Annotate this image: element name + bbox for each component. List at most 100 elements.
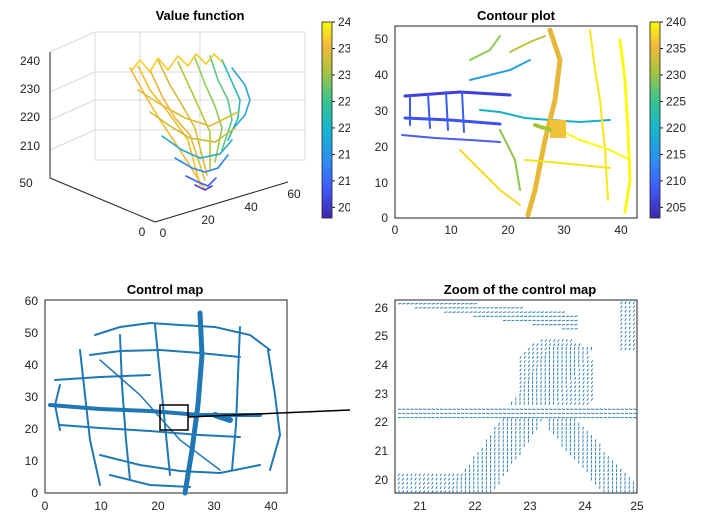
quiver-arrow [620, 347, 623, 351]
quiver-arrow [540, 319, 545, 322]
quiver-arrow [406, 477, 409, 481]
y-tick: 20 [375, 140, 389, 154]
quiver-arrow [519, 372, 522, 376]
y-tick: 30 [25, 390, 39, 404]
quiver-arrow [582, 368, 585, 372]
quiver-arrow [456, 302, 461, 305]
y-axis-ticks: 20 21 22 23 24 25 26 [375, 301, 389, 487]
quiver-arrow [439, 477, 442, 481]
quiver-arrow [574, 315, 578, 318]
colorbar-tick-label: 225 [666, 94, 686, 108]
y-tick: 21 [375, 444, 389, 458]
quiver-arrow [548, 343, 552, 347]
chart-title: Value function [156, 8, 245, 23]
quiver-arrow [519, 385, 522, 389]
quiver-arrow [574, 397, 577, 401]
quiver-arrow [632, 318, 636, 322]
quiver-arrow [502, 315, 507, 318]
quiver-arrow [586, 355, 589, 359]
quiver-arrow [620, 343, 623, 347]
quiver-arrow [456, 477, 459, 481]
quiver-arrow [410, 486, 413, 490]
quiver-arrow [528, 315, 532, 318]
quiver-arrow [401, 490, 405, 494]
quiver-arrow [523, 376, 526, 380]
quiver-arrow [561, 328, 566, 330]
quiver-arrow [435, 490, 438, 494]
quiver-arrow [422, 473, 426, 477]
y-tick: 10 [375, 176, 389, 190]
x-tick: 30 [207, 499, 221, 513]
quiver-arrow [532, 323, 536, 326]
quiver-arrow [486, 307, 490, 309]
quiver-arrow [456, 473, 459, 477]
quiver-arrow [540, 323, 545, 326]
quiver-arrow [418, 477, 421, 481]
y-tick: 10 [25, 454, 39, 468]
quiver-arrow [527, 368, 531, 372]
quiver-arrow [523, 364, 526, 368]
quiver-arrow [628, 343, 631, 347]
x-tick: 20 [201, 213, 215, 227]
x-tick: 0 [42, 499, 49, 513]
quiver-arrow [414, 486, 417, 490]
quiver-arrow [624, 318, 627, 322]
quiver-arrow [422, 490, 426, 494]
quiver-arrow [565, 397, 568, 401]
quiver-arrow [536, 360, 539, 364]
quiver-arrow [431, 477, 434, 481]
quiver-arrow [632, 309, 636, 313]
quiver-arrow [456, 307, 461, 309]
quiver-arrow [507, 315, 511, 318]
quiver-arrow [632, 339, 636, 343]
quiver-arrow [443, 486, 447, 490]
quiver-arrow [435, 307, 440, 309]
x-tick: 0 [160, 226, 167, 240]
x-tick: 60 [287, 187, 301, 201]
control-network [48, 310, 282, 496]
quiver-arrow [582, 381, 585, 385]
quiver-arrow [569, 385, 573, 389]
quiver-arrow [397, 486, 400, 490]
quiver-arrow [586, 397, 589, 401]
quiver-arrow [632, 301, 636, 305]
quiver-arrow [590, 389, 594, 393]
quiver-arrow [586, 376, 589, 380]
quiver-arrow [439, 490, 442, 494]
quiver-arrow [519, 319, 524, 322]
quiver-arrow [443, 481, 447, 485]
quiver-arrow [582, 393, 585, 397]
quiver-arrow [473, 307, 477, 309]
quiver-arrow [431, 486, 434, 490]
quiver-arrow [586, 381, 589, 385]
quiver-arrow [628, 305, 631, 309]
quiver-arrow [511, 315, 515, 318]
quiver-arrow [620, 322, 623, 326]
quiver-arrow [460, 307, 465, 309]
x-tick: 10 [94, 499, 108, 513]
quiver-arrow [448, 490, 451, 494]
y-tick: 20 [25, 422, 39, 436]
quiver-arrow [532, 319, 536, 322]
quiver-arrow [557, 343, 560, 347]
quiver-arrow [486, 311, 490, 313]
quiver-arrow [582, 385, 585, 389]
quiver-arrow [435, 473, 438, 477]
quiver-arrow [574, 393, 577, 397]
quiver-arrow [569, 397, 573, 401]
quiver-arrow [460, 473, 463, 477]
x-axis-ticks: 0 20 40 60 [160, 187, 301, 240]
x-tick: 20 [501, 223, 515, 237]
quiver-arrow [406, 473, 409, 477]
quiver-arrow [435, 477, 438, 481]
quiver-arrow [460, 302, 465, 305]
quiver-arrow [544, 315, 549, 318]
quiver-arrow [624, 330, 627, 334]
y-tick: 40 [375, 68, 389, 82]
quiver-arrow [574, 389, 577, 393]
quiver-arrow [528, 311, 532, 313]
quiver-arrow [544, 319, 549, 322]
quiver-arrow [519, 311, 524, 313]
quiver-arrow [448, 477, 451, 481]
y-tick: 20 [375, 473, 389, 487]
